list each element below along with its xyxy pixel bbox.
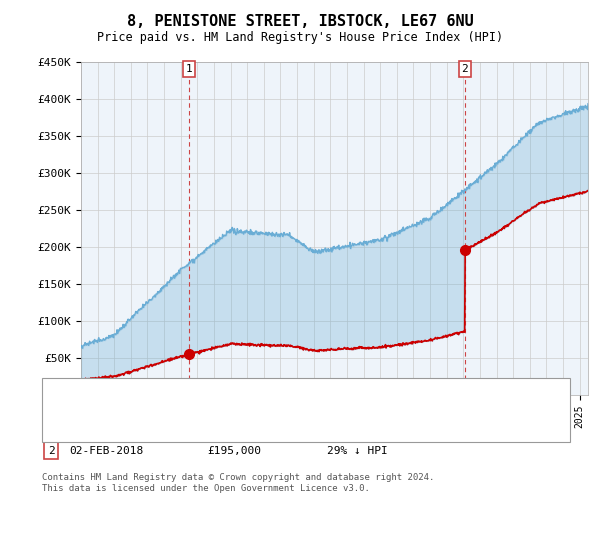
Text: 27-JUN-2001: 27-JUN-2001 [69, 429, 143, 439]
Text: 29% ↓ HPI: 29% ↓ HPI [327, 446, 388, 456]
Text: 8, PENISTONE STREET, IBSTOCK, LE67 6NU: 8, PENISTONE STREET, IBSTOCK, LE67 6NU [127, 14, 473, 29]
Text: £195,000: £195,000 [207, 446, 261, 456]
Text: ————: ———— [54, 401, 88, 414]
Text: 2: 2 [47, 446, 55, 456]
Text: Price paid vs. HM Land Registry's House Price Index (HPI): Price paid vs. HM Land Registry's House … [97, 31, 503, 44]
Text: HPI: Average price, detached house, North West Leicestershire: HPI: Average price, detached house, Nort… [93, 412, 474, 422]
Text: 8, PENISTONE STREET, IBSTOCK, LE67 6NU (detached house): 8, PENISTONE STREET, IBSTOCK, LE67 6NU (… [93, 403, 437, 413]
Text: 1: 1 [47, 429, 55, 439]
Text: 02-FEB-2018: 02-FEB-2018 [69, 446, 143, 456]
Text: £55,000: £55,000 [207, 429, 254, 439]
Text: ————: ———— [54, 410, 88, 424]
Text: 2: 2 [461, 64, 468, 74]
Text: 1: 1 [185, 64, 192, 74]
Text: Contains HM Land Registry data © Crown copyright and database right 2024.
This d: Contains HM Land Registry data © Crown c… [42, 473, 434, 493]
Text: 51% ↓ HPI: 51% ↓ HPI [327, 429, 388, 439]
